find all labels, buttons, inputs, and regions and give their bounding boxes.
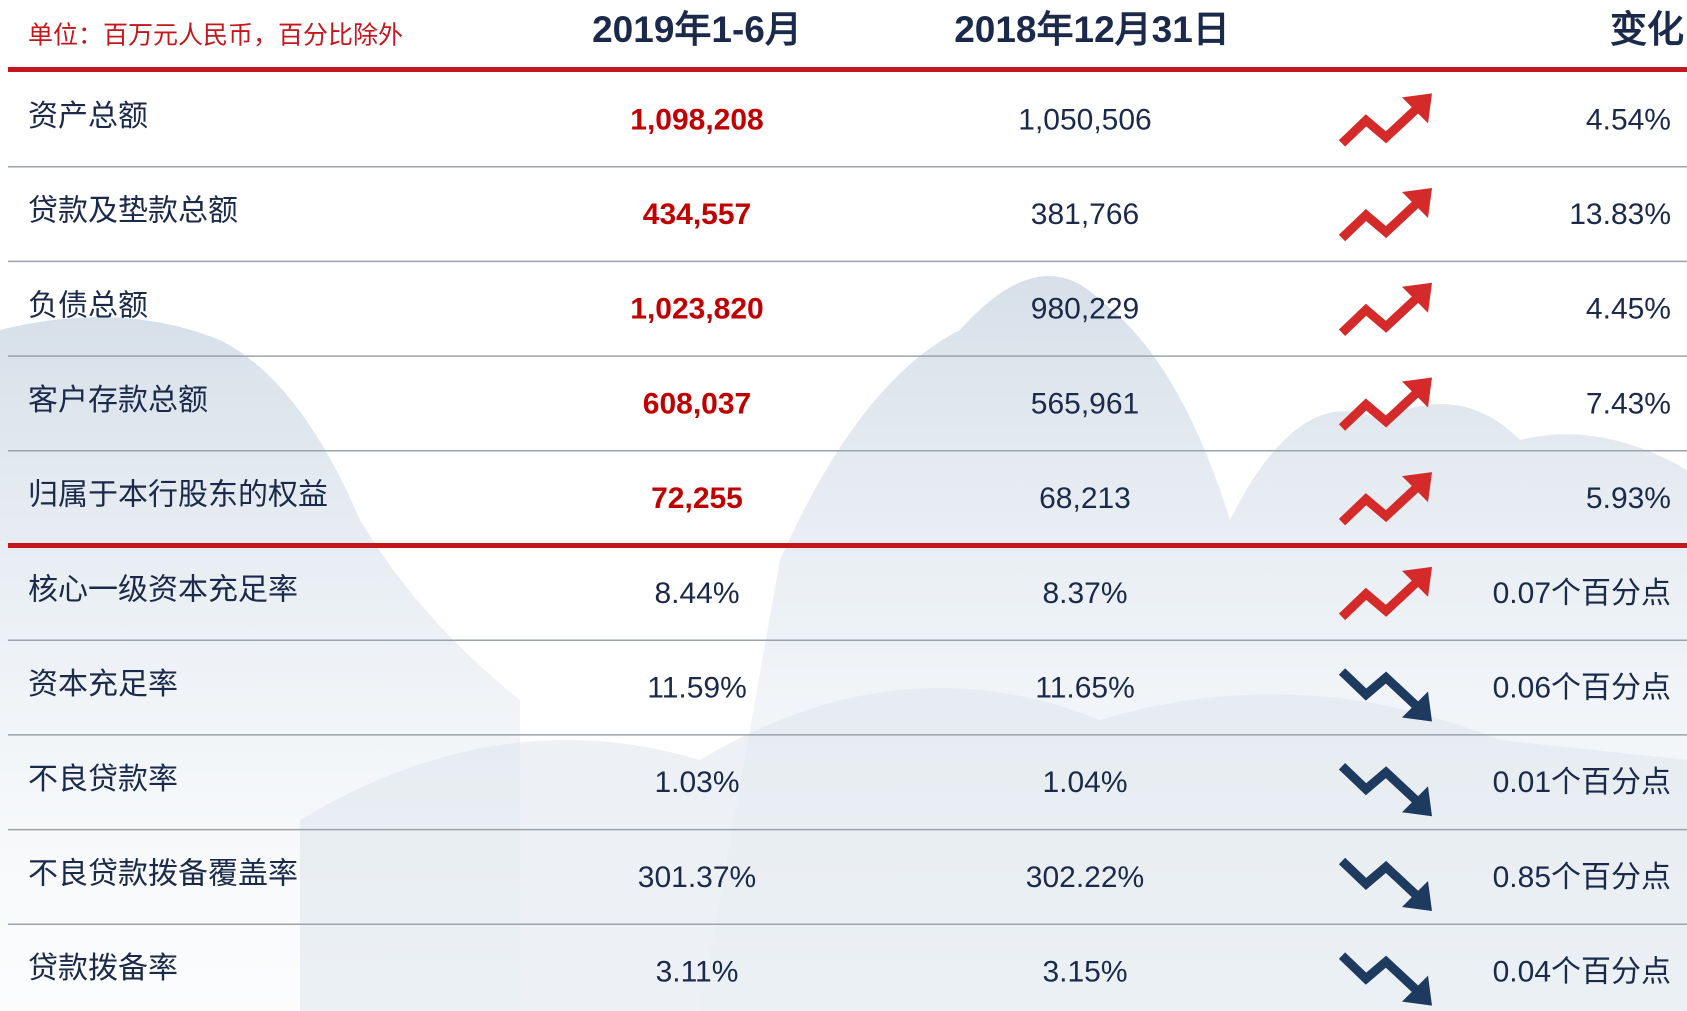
previous-value: 980,229 bbox=[1031, 293, 1139, 326]
current-value: 1.03% bbox=[654, 766, 739, 799]
row-label: 核心一级资本充足率 bbox=[28, 572, 298, 607]
current-value: 301.37% bbox=[638, 861, 756, 894]
column-header: 2019年1-6月 bbox=[592, 9, 802, 50]
column-header: 2018年12月31日 bbox=[954, 9, 1230, 50]
change-value: 7.43% bbox=[1586, 387, 1671, 420]
row-label: 资本充足率 bbox=[28, 667, 178, 702]
previous-value: 1.04% bbox=[1042, 766, 1127, 799]
previous-value: 381,766 bbox=[1031, 198, 1139, 231]
table-row: 负债总额 1,023,820 980,229 4.45% bbox=[8, 283, 1687, 356]
column-header: 变化 bbox=[1610, 9, 1684, 50]
previous-value: 68,213 bbox=[1039, 482, 1131, 515]
current-value: 11.59% bbox=[647, 671, 747, 704]
previous-value: 565,961 bbox=[1031, 387, 1139, 420]
change-value: 0.04个百分点 bbox=[1493, 956, 1671, 989]
header-rule bbox=[8, 67, 1687, 72]
background-mountains bbox=[0, 276, 1687, 1011]
table-row: 资产总额 1,098,208 1,050,506 4.54% bbox=[8, 93, 1687, 166]
row-label: 负债总额 bbox=[28, 288, 148, 323]
change-value: 0.01个百分点 bbox=[1493, 766, 1671, 799]
current-value: 608,037 bbox=[643, 387, 751, 420]
change-value: 0.07个百分点 bbox=[1493, 577, 1671, 610]
current-value: 1,023,820 bbox=[630, 293, 763, 326]
current-value: 3.11% bbox=[656, 956, 739, 989]
change-value: 0.85个百分点 bbox=[1493, 861, 1671, 894]
current-value: 434,557 bbox=[643, 198, 751, 231]
previous-value: 8.37% bbox=[1042, 577, 1127, 610]
row-label: 客户存款总额 bbox=[28, 383, 208, 418]
change-value: 13.83% bbox=[1569, 198, 1671, 231]
change-value: 5.93% bbox=[1586, 482, 1671, 515]
row-label: 贷款拨备率 bbox=[28, 951, 178, 986]
trend-arrow bbox=[1342, 204, 1416, 238]
change-value: 4.45% bbox=[1586, 293, 1671, 326]
change-value: 4.54% bbox=[1586, 103, 1671, 136]
row-label: 贷款及垫款总额 bbox=[28, 194, 238, 229]
current-value: 1,098,208 bbox=[630, 103, 763, 136]
table-row: 贷款及垫款总额 434,557 381,766 13.83% bbox=[8, 188, 1687, 261]
row-label: 资产总额 bbox=[28, 99, 148, 134]
trend-arrow bbox=[1342, 299, 1416, 333]
previous-value: 1,050,506 bbox=[1018, 103, 1151, 136]
previous-value: 3.15% bbox=[1042, 956, 1127, 989]
row-label: 不良贷款拨备覆盖率 bbox=[28, 856, 298, 891]
trend-arrow bbox=[1342, 109, 1416, 143]
change-value: 0.06个百分点 bbox=[1493, 671, 1671, 704]
table-view: 单位：百万元人民币，百分比除外 2019年1-6月 2018年12月31日 变化… bbox=[0, 0, 1687, 1011]
unit-note: 单位：百万元人民币，百分比除外 bbox=[28, 22, 403, 50]
row-label: 归属于本行股东的权益 bbox=[28, 478, 328, 513]
previous-value: 11.65% bbox=[1035, 671, 1135, 704]
previous-value: 302.22% bbox=[1026, 861, 1144, 894]
page: {"header": {"unit": "单位：百万元人民币，百分比除外", "… bbox=[0, 0, 1687, 1011]
row-label: 不良贷款率 bbox=[28, 762, 178, 797]
current-value: 8.44% bbox=[654, 577, 739, 610]
section-rule bbox=[8, 543, 1687, 548]
current-value: 72,255 bbox=[651, 482, 743, 515]
